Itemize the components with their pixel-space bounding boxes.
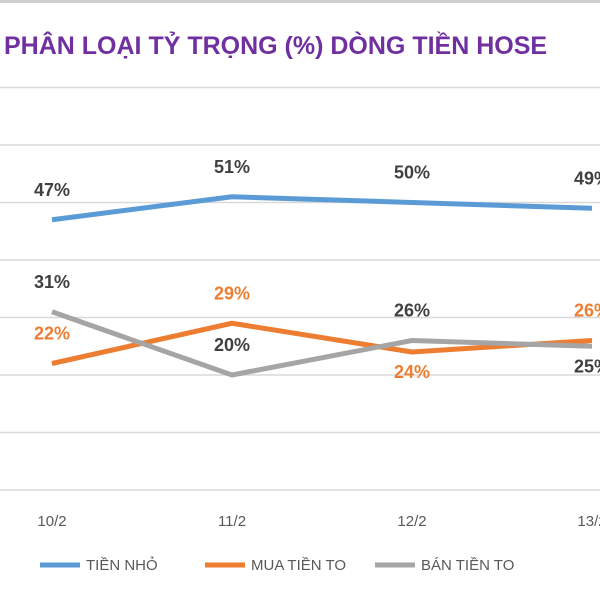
x-tick-label: 12/2 (397, 513, 426, 530)
series-line (51, 194, 593, 223)
data-label: 25% (574, 356, 600, 376)
data-label: 47% (34, 180, 70, 200)
data-label: 26% (394, 301, 430, 321)
data-label: 29% (214, 283, 250, 303)
data-label: 50% (394, 163, 430, 183)
data-label: 31% (34, 272, 70, 292)
data-label: 26% (574, 301, 600, 321)
legend-label: MUA TIỀN TO (251, 557, 346, 574)
data-label: 22% (34, 324, 70, 344)
series-line (51, 309, 593, 378)
x-tick-label: 13/2 (577, 513, 600, 530)
x-tick-label: 10/2 (37, 513, 66, 530)
legend-label: BÁN TIỀN TO (421, 557, 514, 574)
data-label: 20% (214, 335, 250, 355)
data-label: 24% (394, 362, 430, 382)
data-label: 49% (574, 168, 600, 188)
x-tick-label: 11/2 (218, 513, 246, 530)
legend-label: TIỀN NHỎ (86, 556, 158, 574)
chart-title: PHÂN LOẠI TỶ TRỌNG (%) DÒNG TIỀN HOSE (4, 30, 547, 60)
data-label: 51% (214, 157, 250, 177)
